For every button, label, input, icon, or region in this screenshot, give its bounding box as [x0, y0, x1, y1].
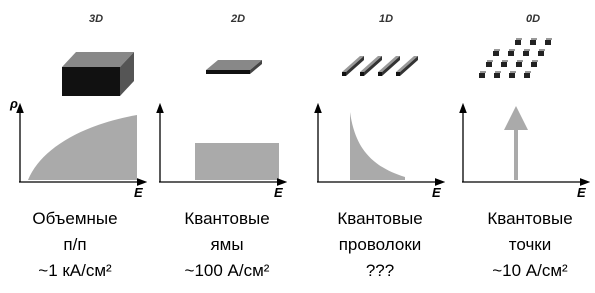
dos-2d	[195, 143, 279, 180]
wire-front	[378, 72, 382, 76]
caption-line: точки	[509, 235, 551, 254]
dot-top	[495, 71, 501, 73]
x-axis-label: E	[577, 185, 586, 200]
dot	[515, 40, 521, 45]
block-front	[62, 67, 120, 96]
caption-line: Квантовые	[337, 209, 422, 228]
dimension-label: 3D	[89, 13, 103, 25]
dot-top	[494, 49, 500, 51]
quantum-well-plate	[206, 60, 262, 74]
dimension-label: 0D	[526, 13, 540, 25]
caption-line: Квантовые	[487, 209, 572, 228]
dot	[524, 73, 530, 78]
y-axis-label: ρ	[9, 96, 18, 111]
dot	[516, 62, 522, 67]
caption-line: ~100 А/см²	[185, 261, 270, 280]
plate-front	[206, 70, 250, 74]
dot-top	[524, 49, 530, 51]
caption-line: Квантовые	[184, 209, 269, 228]
dot	[479, 73, 485, 78]
dot	[545, 40, 551, 45]
wire-side	[400, 56, 418, 76]
caption-line: Объемные	[32, 209, 117, 228]
wire-front	[342, 72, 346, 76]
dot	[494, 73, 500, 78]
dot-top	[546, 38, 552, 40]
quantum-wires	[342, 56, 418, 76]
dot	[538, 51, 544, 56]
dot-top	[539, 49, 545, 51]
bulk-block	[62, 52, 134, 96]
caption-line: ~1 кА/см²	[38, 261, 112, 280]
x-axis-label: E	[134, 185, 143, 200]
dot-top	[502, 60, 508, 62]
dot	[531, 62, 537, 67]
caption-line: проволоки	[339, 235, 422, 254]
wire-front	[360, 72, 364, 76]
quantum-dots	[479, 38, 552, 78]
dot-top	[487, 60, 493, 62]
dimension-label: 1D	[379, 13, 393, 25]
dot-top	[480, 71, 486, 73]
dot	[508, 51, 514, 56]
dot-top	[532, 60, 538, 62]
dot	[523, 51, 529, 56]
wire-front	[396, 72, 400, 76]
dot	[493, 51, 499, 56]
x-axis-label: E	[432, 185, 441, 200]
dot-top	[531, 38, 537, 40]
caption-line: ~10 А/см²	[492, 261, 568, 280]
dot	[501, 62, 507, 67]
dot	[530, 40, 536, 45]
dot-top	[525, 71, 531, 73]
dot	[509, 73, 515, 78]
dot-top	[509, 49, 515, 51]
dos-3d	[28, 115, 137, 180]
dos-1d	[350, 112, 405, 180]
dot-top	[510, 71, 516, 73]
dot-top	[516, 38, 522, 40]
dimension-label: 2D	[230, 13, 245, 25]
dot	[486, 62, 492, 67]
dot-top	[517, 60, 523, 62]
x-axis-label: E	[274, 185, 283, 200]
caption-line: п/п	[63, 235, 86, 254]
caption-line: ???	[366, 261, 394, 280]
caption-line: ямы	[210, 235, 243, 254]
diagram: ρ 3D E Объемные п/п ~1 кА/см² 2D E Квантовые ямы…	[0, 0, 595, 293]
